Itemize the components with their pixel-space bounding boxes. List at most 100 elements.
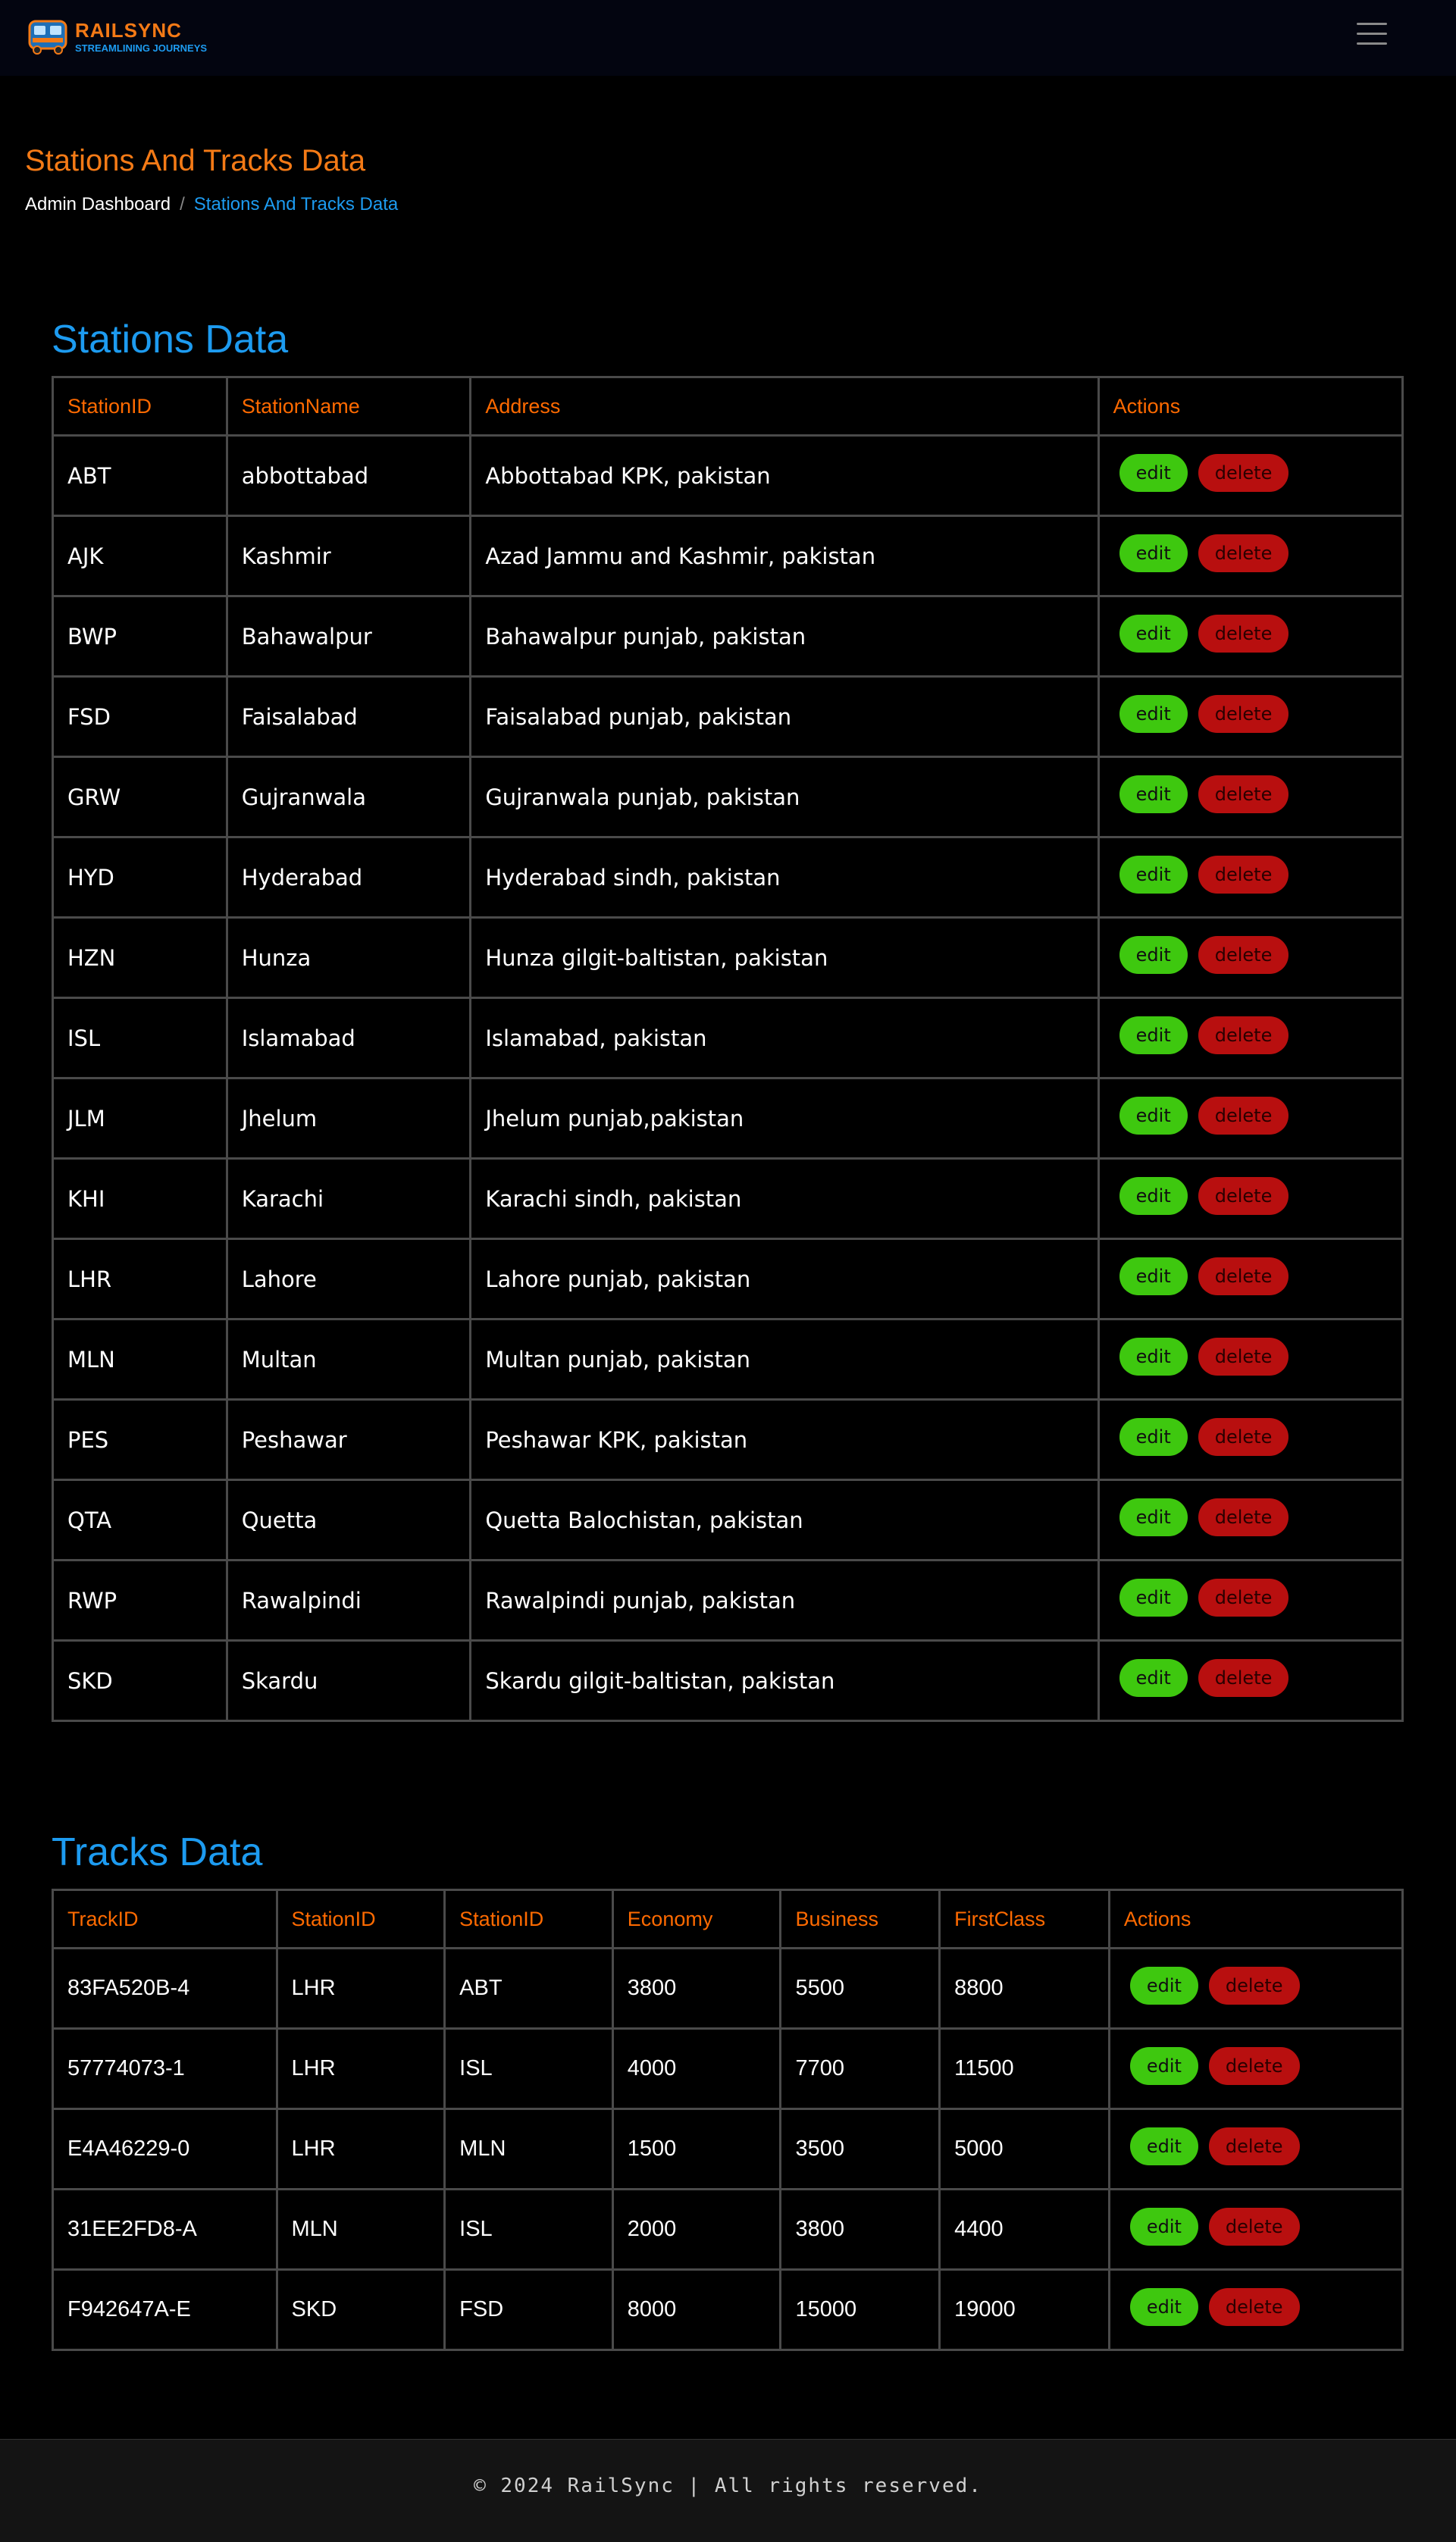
actions-cell: edit delete — [1097, 1238, 1404, 1320]
delete-button[interactable]: delete — [1198, 1658, 1289, 1697]
delete-button[interactable]: delete — [1208, 2287, 1300, 2326]
station-name-cell: Kashmir — [225, 515, 472, 597]
station-address-cell: Faisalabad punjab, pakistan — [469, 675, 1100, 758]
tracks-section-title: Tracks Data — [52, 1830, 263, 1874]
edit-button[interactable]: edit — [1129, 2046, 1198, 2085]
table-row: F942647A-E SKD FSD 8000 15000 19000 edit delete — [52, 2268, 1404, 2351]
first-class-fare-cell: 5000 — [938, 2108, 1110, 2190]
delete-button[interactable]: delete — [1198, 775, 1289, 813]
actions-cell: edit delete — [1107, 2108, 1404, 2190]
actions-cell: edit delete — [1097, 1639, 1404, 1722]
edit-button[interactable]: edit — [1119, 694, 1188, 733]
delete-button[interactable]: delete — [1208, 1966, 1300, 2005]
delete-button[interactable]: delete — [1198, 453, 1289, 492]
from-station-cell: MLN — [275, 2188, 446, 2271]
logo-tagline: STREAMLINING JOURNEYS — [75, 42, 208, 54]
delete-button[interactable]: delete — [1198, 1337, 1289, 1376]
station-id-cell: AJK — [52, 515, 228, 597]
delete-button[interactable]: delete — [1198, 534, 1289, 572]
table-row: HYD Hyderabad Hyderabad sindh, pakistan edi… — [52, 836, 1404, 919]
delete-button[interactable]: delete — [1198, 1578, 1289, 1617]
actions-cell: edit delete — [1097, 1077, 1404, 1160]
actions-cell: edit delete — [1097, 756, 1404, 838]
edit-button[interactable]: edit — [1119, 453, 1188, 492]
table-row: MLN Multan Multan punjab, pakistan edit dele… — [52, 1318, 1404, 1401]
station-id-cell: JLM — [52, 1077, 228, 1160]
tracks-table-body: 83FA520B-4 LHR ABT 3800 5500 8800 edit delete 57… — [52, 1947, 1404, 2351]
station-name-cell: Jhelum — [225, 1077, 472, 1160]
column-header: StationID — [275, 1889, 446, 1949]
edit-button[interactable]: edit — [1119, 1337, 1188, 1376]
edit-button[interactable]: edit — [1119, 1176, 1188, 1215]
breadcrumb-separator: / — [180, 194, 185, 214]
delete-button[interactable]: delete — [1198, 1417, 1289, 1456]
from-station-cell: LHR — [275, 2108, 446, 2190]
delete-button[interactable]: delete — [1198, 855, 1289, 894]
delete-button[interactable]: delete — [1198, 1096, 1289, 1135]
actions-cell: edit delete — [1097, 997, 1404, 1079]
track-id-cell: 31EE2FD8-A — [52, 2188, 278, 2271]
station-name-cell: Gujranwala — [225, 756, 472, 838]
edit-button[interactable]: edit — [1119, 1096, 1188, 1135]
station-name-cell: abbottabad — [225, 434, 472, 517]
delete-button[interactable]: delete — [1198, 1257, 1289, 1295]
edit-button[interactable]: edit — [1119, 1658, 1188, 1697]
page-title: Stations And Tracks Data — [25, 144, 366, 177]
station-id-cell: ABT — [52, 434, 228, 517]
column-header: StationID — [52, 376, 228, 437]
station-name-cell: Skardu — [225, 1639, 472, 1722]
edit-button[interactable]: edit — [1119, 1016, 1188, 1054]
stations-header-row: StationID StationName Address Actions — [52, 376, 1404, 437]
edit-button[interactable]: edit — [1119, 855, 1188, 894]
delete-button[interactable]: delete — [1198, 1498, 1289, 1536]
actions-cell: edit delete — [1097, 1318, 1404, 1401]
business-fare-cell: 5500 — [779, 1947, 941, 2030]
delete-button[interactable]: delete — [1198, 1016, 1289, 1054]
first-class-fare-cell: 8800 — [938, 1947, 1110, 2030]
delete-button[interactable]: delete — [1198, 1176, 1289, 1215]
station-name-cell: Hyderabad — [225, 836, 472, 919]
edit-button[interactable]: edit — [1119, 1578, 1188, 1617]
from-station-cell: SKD — [275, 2268, 446, 2351]
edit-button[interactable]: edit — [1119, 775, 1188, 813]
station-id-cell: RWP — [52, 1559, 228, 1642]
station-address-cell: Hunza gilgit-baltistan, pakistan — [469, 916, 1100, 999]
station-address-cell: Bahawalpur punjab, pakistan — [469, 595, 1100, 678]
breadcrumb-home-link[interactable]: Admin Dashboard — [25, 194, 171, 214]
actions-cell: edit delete — [1097, 595, 1404, 678]
edit-button[interactable]: edit — [1119, 614, 1188, 653]
first-class-fare-cell: 4400 — [938, 2188, 1110, 2271]
actions-cell: edit delete — [1097, 916, 1404, 999]
actions-cell: edit delete — [1097, 1559, 1404, 1642]
column-header: TrackID — [52, 1889, 278, 1949]
edit-button[interactable]: edit — [1129, 1966, 1198, 2005]
delete-button[interactable]: delete — [1198, 694, 1289, 733]
edit-button[interactable]: edit — [1119, 935, 1188, 974]
hamburger-menu-icon[interactable] — [1357, 23, 1387, 50]
station-id-cell: GRW — [52, 756, 228, 838]
table-row: ABT abbottabad Abbottabad KPK, pakistan edi… — [52, 434, 1404, 517]
delete-button[interactable]: delete — [1198, 935, 1289, 974]
table-row: PES Peshawar Peshawar KPK, pakistan edit del… — [52, 1398, 1404, 1481]
actions-cell: edit delete — [1097, 1398, 1404, 1481]
edit-button[interactable]: edit — [1129, 2207, 1198, 2246]
edit-button[interactable]: edit — [1119, 1498, 1188, 1536]
station-address-cell: Rawalpindi punjab, pakistan — [469, 1559, 1100, 1642]
table-row: BWP Bahawalpur Bahawalpur punjab, pakistan… — [52, 595, 1404, 678]
edit-button[interactable]: edit — [1129, 2127, 1198, 2165]
actions-cell: edit delete — [1097, 1157, 1404, 1240]
tracks-header-row: TrackID StationID StationID Economy Business… — [52, 1889, 1404, 1949]
edit-button[interactable]: edit — [1129, 2287, 1198, 2326]
delete-button[interactable]: delete — [1198, 614, 1289, 653]
edit-button[interactable]: edit — [1119, 1257, 1188, 1295]
station-address-cell: Hyderabad sindh, pakistan — [469, 836, 1100, 919]
delete-button[interactable]: delete — [1208, 2127, 1300, 2165]
logo[interactable]: RAILSYNC STREAMLINING JOURNEYS — [25, 17, 207, 56]
table-row: RWP Rawalpindi Rawalpindi punjab, pakistan… — [52, 1559, 1404, 1642]
edit-button[interactable]: edit — [1119, 1417, 1188, 1456]
table-row: QTA Quetta Quetta Balochistan, pakistan edi… — [52, 1479, 1404, 1561]
economy-fare-cell: 1500 — [611, 2108, 782, 2190]
delete-button[interactable]: delete — [1208, 2046, 1300, 2085]
edit-button[interactable]: edit — [1119, 534, 1188, 572]
delete-button[interactable]: delete — [1208, 2207, 1300, 2246]
